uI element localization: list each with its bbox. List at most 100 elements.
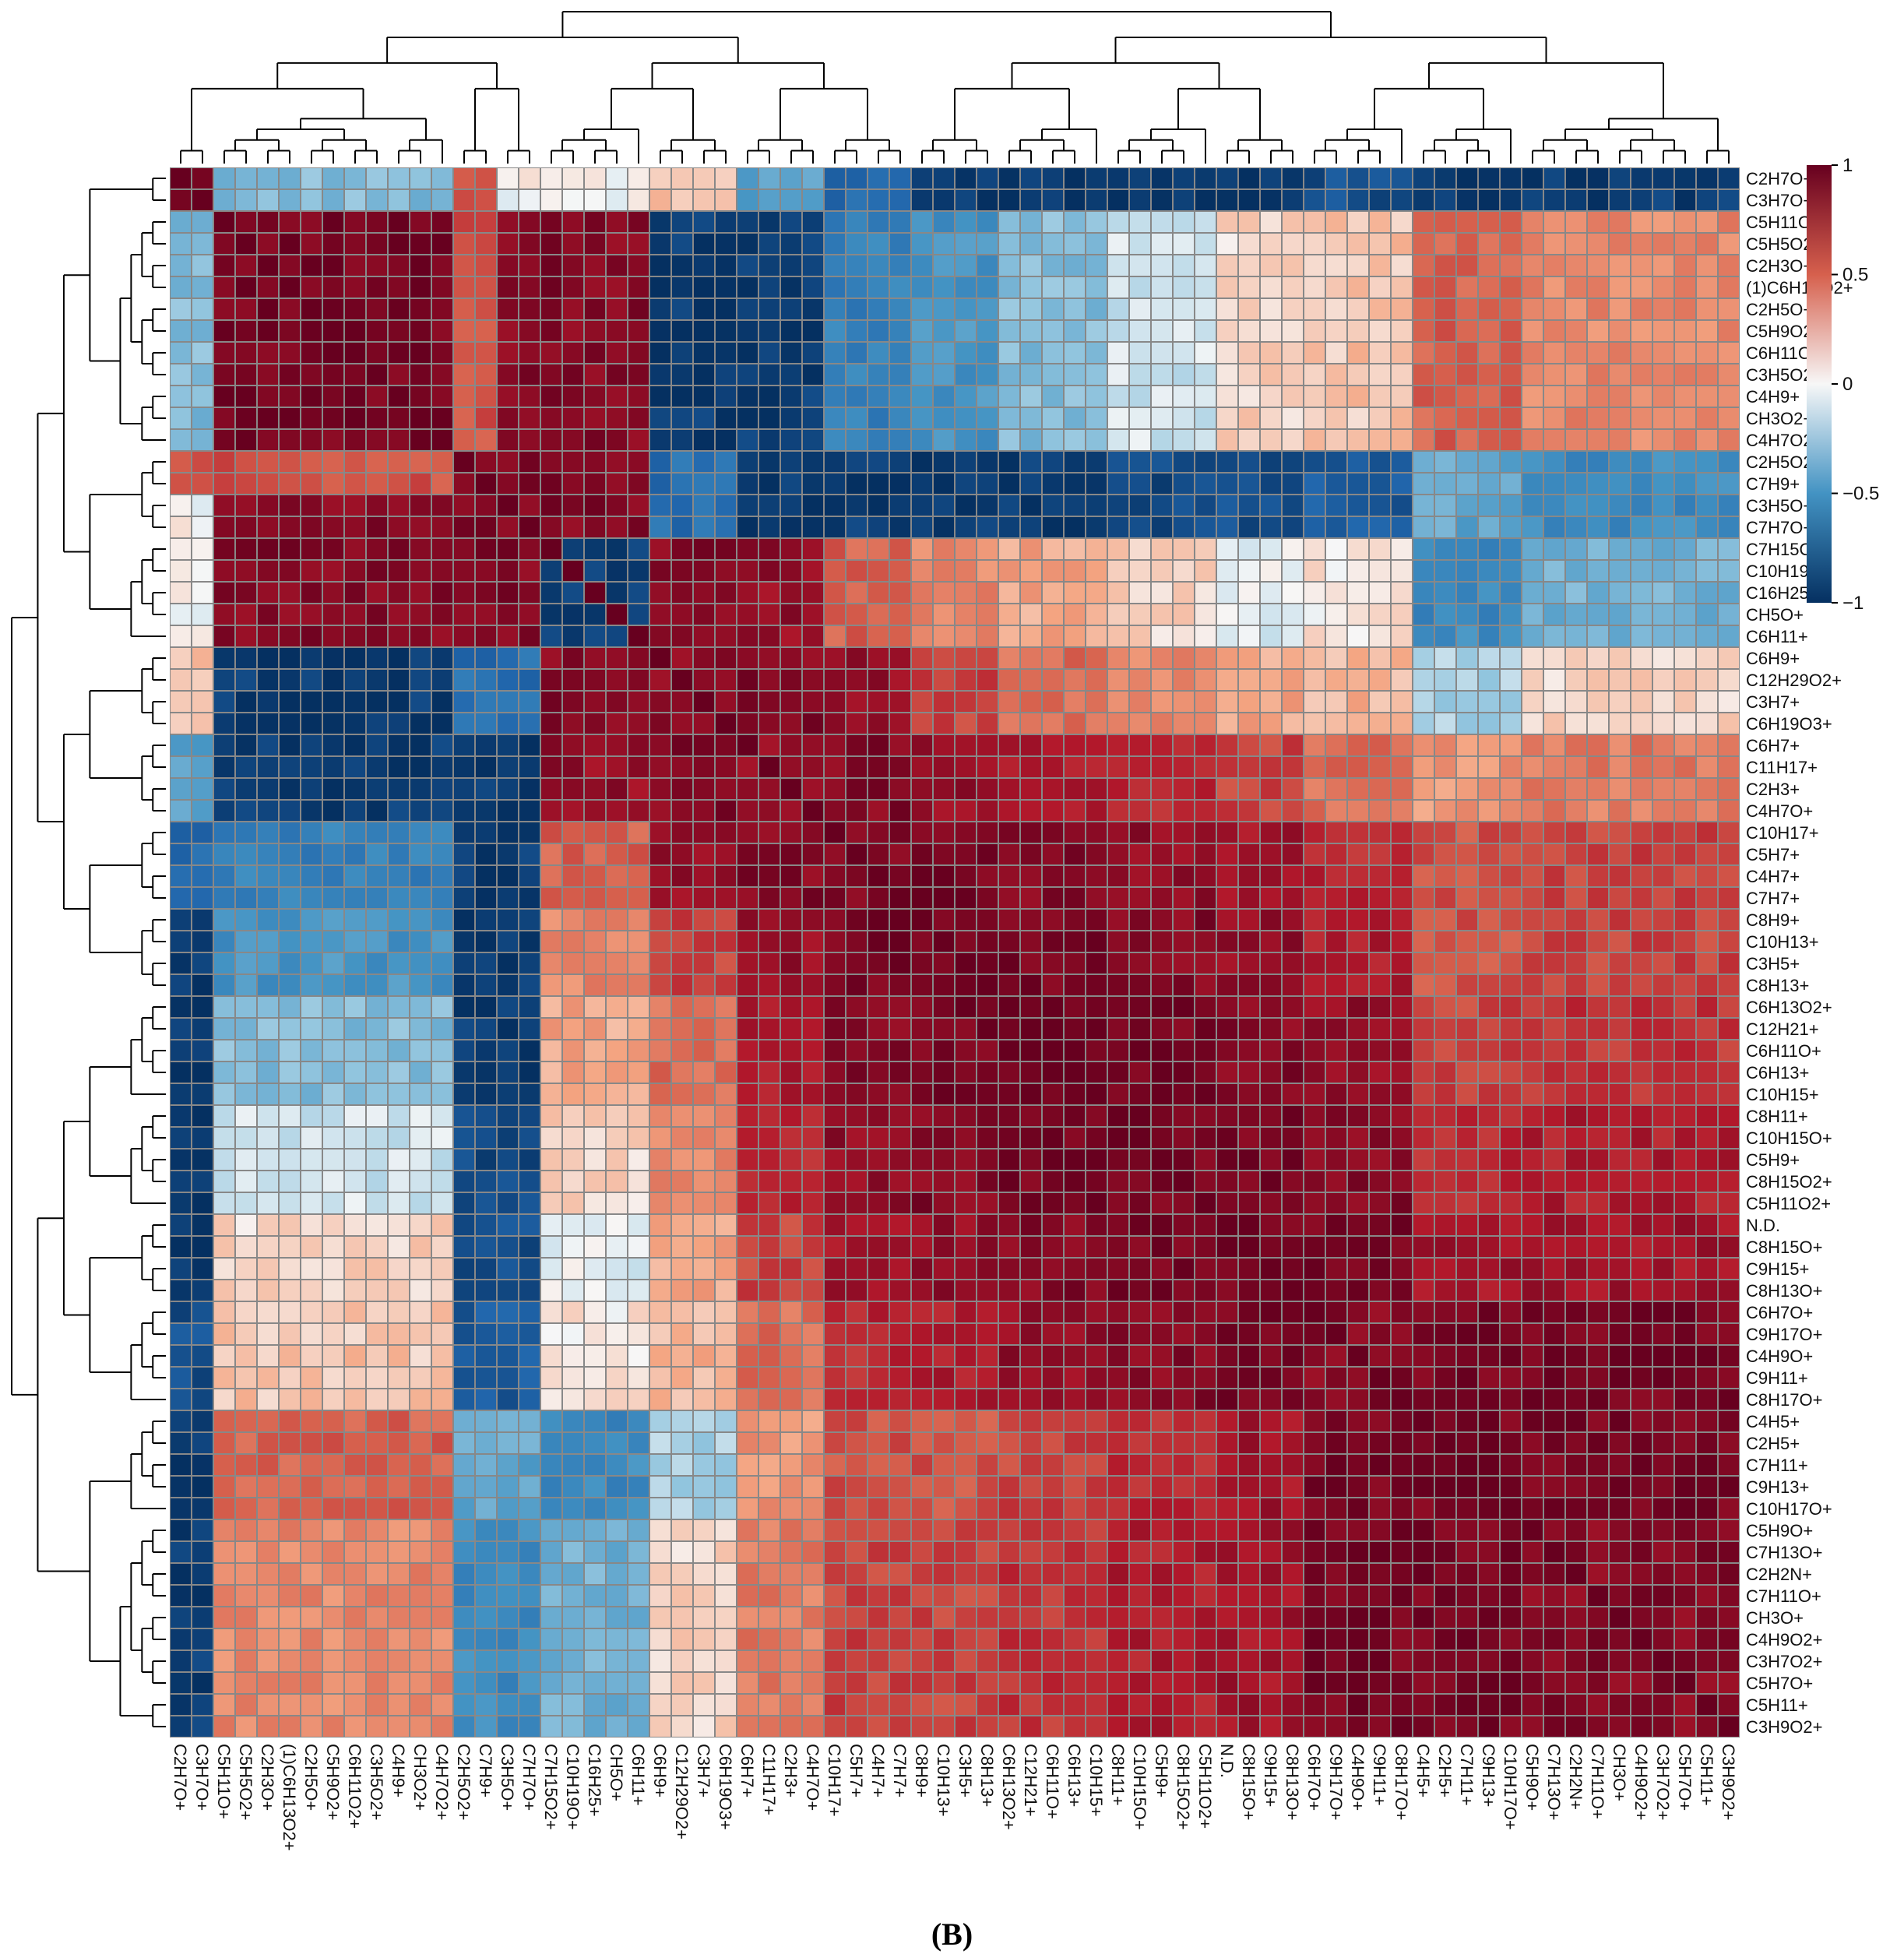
- heatmap-cell: [410, 1019, 431, 1039]
- heatmap-cell: [1631, 1280, 1652, 1301]
- heatmap-cell: [694, 757, 714, 777]
- heatmap-cell: [1261, 1302, 1281, 1322]
- heatmap-cell: [563, 670, 583, 690]
- heatmap-cell: [1174, 1062, 1194, 1083]
- heatmap-cell: [389, 866, 409, 886]
- heatmap-cell: [912, 495, 932, 516]
- heatmap-cell: [607, 648, 627, 668]
- heatmap-cell: [1021, 604, 1041, 625]
- heatmap-cell: [1174, 1084, 1194, 1104]
- heatmap-cell: [214, 1062, 234, 1083]
- heatmap-cell: [323, 1520, 343, 1540]
- heatmap-cell: [1588, 975, 1608, 995]
- heatmap-cell: [1653, 822, 1673, 843]
- heatmap-cell: [1610, 1302, 1630, 1322]
- heatmap-cell: [171, 168, 191, 188]
- heatmap-cell: [1675, 1193, 1695, 1213]
- heatmap-cell: [1566, 626, 1586, 646]
- heatmap-cell: [781, 386, 801, 407]
- heatmap-cell: [781, 1346, 801, 1366]
- heatmap-cell: [934, 953, 954, 973]
- heatmap-cell: [1261, 1368, 1281, 1388]
- heatmap-cell: [1239, 670, 1259, 690]
- heatmap-cell: [1043, 801, 1063, 821]
- heatmap-cell: [977, 975, 998, 995]
- heatmap-cell: [1130, 430, 1150, 450]
- heatmap-cell: [1675, 1106, 1695, 1126]
- heatmap-cell: [345, 517, 365, 537]
- heatmap-cell: [563, 452, 583, 472]
- heatmap-cell: [1370, 866, 1390, 886]
- heatmap-cell: [367, 386, 387, 407]
- heatmap-cell: [410, 953, 431, 973]
- heatmap-cell: [1501, 1280, 1521, 1301]
- heatmap-cell: [694, 539, 714, 559]
- heatmap-cell: [912, 1019, 932, 1039]
- heatmap-cell: [585, 1150, 605, 1170]
- heatmap-cell: [258, 583, 278, 603]
- heatmap-cell: [1086, 1433, 1107, 1453]
- heatmap-cell: [999, 975, 1019, 995]
- heatmap-cell: [323, 583, 343, 603]
- heatmap-cell: [825, 626, 845, 646]
- heatmap-cell: [1392, 1477, 1412, 1497]
- heatmap-cell: [410, 844, 431, 864]
- heatmap-cell: [432, 1171, 452, 1192]
- heatmap-cell: [367, 1040, 387, 1061]
- heatmap-cell: [389, 561, 409, 581]
- heatmap-cell: [956, 626, 976, 646]
- heatmap-cell: [1610, 299, 1630, 319]
- heatmap-cell: [716, 670, 736, 690]
- heatmap-cell: [1283, 713, 1303, 734]
- heatmap-cell: [1043, 321, 1063, 341]
- heatmap-cell: [1086, 1128, 1107, 1148]
- heatmap-cell: [607, 626, 627, 646]
- heatmap-cell: [1392, 910, 1412, 930]
- heatmap-cell: [585, 1280, 605, 1301]
- heatmap-cell: [607, 844, 627, 864]
- heatmap-cell: [585, 321, 605, 341]
- heatmap-cell: [1108, 583, 1128, 603]
- heatmap-cell: [389, 1455, 409, 1475]
- heatmap-cell: [1719, 604, 1739, 625]
- heatmap-cell: [1588, 692, 1608, 712]
- heatmap-cell: [1479, 408, 1499, 428]
- heatmap-cell: [650, 910, 670, 930]
- heatmap-cell: [367, 234, 387, 254]
- heatmap-cell: [1653, 277, 1673, 298]
- heatmap-cell: [1370, 1520, 1390, 1540]
- heatmap-cell: [563, 1455, 583, 1475]
- heatmap-cell: [1544, 1346, 1564, 1366]
- heatmap-cell: [258, 1062, 278, 1083]
- heatmap-cell: [171, 866, 191, 886]
- heatmap-cell: [1501, 1150, 1521, 1170]
- heatmap-cell: [716, 604, 736, 625]
- heatmap-cell: [825, 321, 845, 341]
- heatmap-cell: [1631, 343, 1652, 363]
- heatmap-cell: [1631, 255, 1652, 276]
- heatmap-cell: [1610, 1477, 1630, 1497]
- heatmap-cell: [1479, 1324, 1499, 1344]
- heatmap-cell: [694, 452, 714, 472]
- heatmap-cell: [389, 888, 409, 908]
- heatmap-cell: [977, 561, 998, 581]
- heatmap-cell: [1435, 1324, 1455, 1344]
- heatmap-cell: [519, 1215, 540, 1235]
- heatmap-cell: [1348, 1171, 1368, 1192]
- heatmap-cell: [410, 474, 431, 494]
- heatmap-cell: [1195, 648, 1216, 668]
- heatmap-cell: [192, 212, 213, 232]
- heatmap-cell: [454, 452, 474, 472]
- heatmap-cell: [694, 1411, 714, 1431]
- heatmap-cell: [1086, 1215, 1107, 1235]
- heatmap-cell: [563, 1019, 583, 1039]
- heatmap-cell: [301, 539, 322, 559]
- heatmap-cell: [345, 583, 365, 603]
- heatmap-cell: [1195, 255, 1216, 276]
- heatmap-cell: [1239, 1084, 1259, 1104]
- heatmap-cell: [1588, 386, 1608, 407]
- heatmap-cell: [171, 953, 191, 973]
- heatmap-cell: [1086, 779, 1107, 799]
- heatmap-cell: [1653, 234, 1673, 254]
- heatmap-cell: [912, 299, 932, 319]
